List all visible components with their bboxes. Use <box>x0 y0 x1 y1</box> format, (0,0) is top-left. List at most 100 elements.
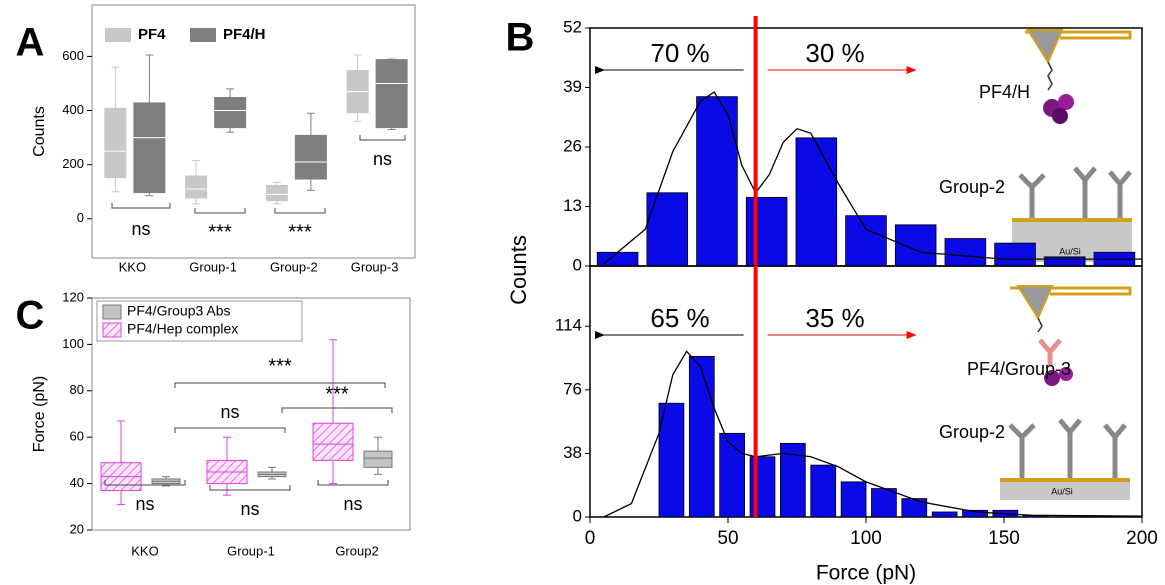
annotation: 70 % <box>650 38 709 68</box>
box <box>375 59 408 129</box>
annotation: 65 % <box>650 303 709 333</box>
legend-swatch <box>105 28 131 42</box>
x-tick-label: Group-3 <box>351 259 399 274</box>
box <box>363 450 393 468</box>
bar <box>696 96 738 267</box>
bar <box>901 498 928 518</box>
significance-label: *** <box>208 221 232 243</box>
bar <box>840 481 867 518</box>
x-tick-label: Group-1 <box>227 543 275 558</box>
significance-bracket <box>359 135 406 141</box>
x-tick-label: 200 <box>1126 528 1158 549</box>
box <box>294 134 327 180</box>
bar <box>1043 256 1086 267</box>
fit-curve <box>603 91 1142 265</box>
significance-label: *** <box>268 355 292 377</box>
legend-label: PF4/Group3 Abs <box>127 303 231 319</box>
annotation: PF4/H <box>979 82 1030 102</box>
y-axis-label: Counts <box>31 106 48 157</box>
afm-tip-top <box>1025 29 1132 124</box>
plot-frame <box>91 297 411 531</box>
legend-swatch <box>190 28 216 42</box>
bar <box>658 402 685 518</box>
significance-label: ns <box>373 149 392 169</box>
annotation: PF4/ <box>967 359 1005 379</box>
box <box>185 175 208 199</box>
x-axis-label: Force (pN) <box>816 562 916 585</box>
panel-label: C <box>16 294 45 338</box>
box <box>133 102 166 194</box>
annotation: Au/Si <box>1051 486 1073 496</box>
bar <box>810 464 837 518</box>
annotation: Group-3 <box>1005 359 1071 379</box>
y-tick-label: 40 <box>70 475 84 490</box>
box <box>265 184 288 202</box>
y-tick-label: 26 <box>563 136 582 155</box>
significance-label: ns <box>220 402 239 422</box>
panel-label: B <box>506 16 535 60</box>
x-tick-label: KKO <box>131 543 158 558</box>
y-tick-label: 20 <box>70 521 84 536</box>
bar <box>894 224 937 267</box>
y-tick-label: 120 <box>62 289 84 304</box>
x-tick-label: 100 <box>850 528 882 549</box>
y-tick-label: 38 <box>563 443 582 462</box>
bar <box>871 488 897 518</box>
x-tick-label: Group-2 <box>270 259 318 274</box>
box <box>214 97 247 129</box>
x-tick-label: Group2 <box>335 543 378 558</box>
y-axis-label: Force (pN) <box>31 376 48 452</box>
y-tick-label: 200 <box>62 156 84 171</box>
significance-bracket <box>111 203 171 209</box>
bar <box>931 511 958 518</box>
legend-frame <box>96 300 303 342</box>
box <box>104 107 127 179</box>
bar <box>944 238 987 267</box>
afm-tip-bottom <box>1010 285 1132 386</box>
significance-label: ns <box>343 494 362 514</box>
legend-label: PF4/Hep complex <box>127 321 238 337</box>
y-tick-label: 0 <box>573 255 582 274</box>
y-tick-label: 80 <box>70 382 84 397</box>
substrate-bottom <box>1000 418 1130 500</box>
plot-frame <box>91 4 416 259</box>
y-tick-label: 114 <box>555 316 582 335</box>
bar <box>845 215 887 267</box>
x-tick-label: 150 <box>988 528 1020 549</box>
substrate-top <box>1012 166 1132 262</box>
x-tick-label: Group-1 <box>189 259 237 274</box>
bar <box>688 355 715 518</box>
legend-swatch <box>102 322 122 338</box>
bar <box>646 192 689 267</box>
panel-label: A <box>16 21 45 65</box>
annotation: Group-2 <box>939 422 1005 442</box>
fit-curve <box>603 350 1143 518</box>
x-tick-label: 50 <box>717 528 738 549</box>
annotation: Group-2 <box>939 177 1005 197</box>
bar <box>795 137 838 267</box>
y-tick-label: 600 <box>62 48 84 63</box>
annotation: 35 % <box>805 303 864 333</box>
significance-bracket <box>281 407 393 413</box>
y-tick-label: 52 <box>563 17 582 36</box>
significance-bracket <box>174 382 386 388</box>
x-tick-label: 0 <box>585 528 596 549</box>
annotation: 30 % <box>805 38 864 68</box>
bar <box>596 251 639 267</box>
y-tick-label: 100 <box>62 336 84 351</box>
significance-label: ns <box>135 494 154 514</box>
significance-bracket <box>317 480 389 486</box>
significance-bracket <box>274 208 326 214</box>
significance-label: *** <box>325 383 349 405</box>
bar <box>745 196 788 267</box>
legend-label: PF4/H <box>223 26 266 43</box>
significance-bracket <box>104 480 186 486</box>
legend-label: PF4 <box>138 26 166 43</box>
bar <box>994 242 1036 267</box>
significance-label: ns <box>240 499 259 519</box>
y-tick-label: 60 <box>70 429 84 444</box>
y-tick-label: 0 <box>573 506 582 525</box>
annotation: Au/Si <box>1059 246 1081 256</box>
